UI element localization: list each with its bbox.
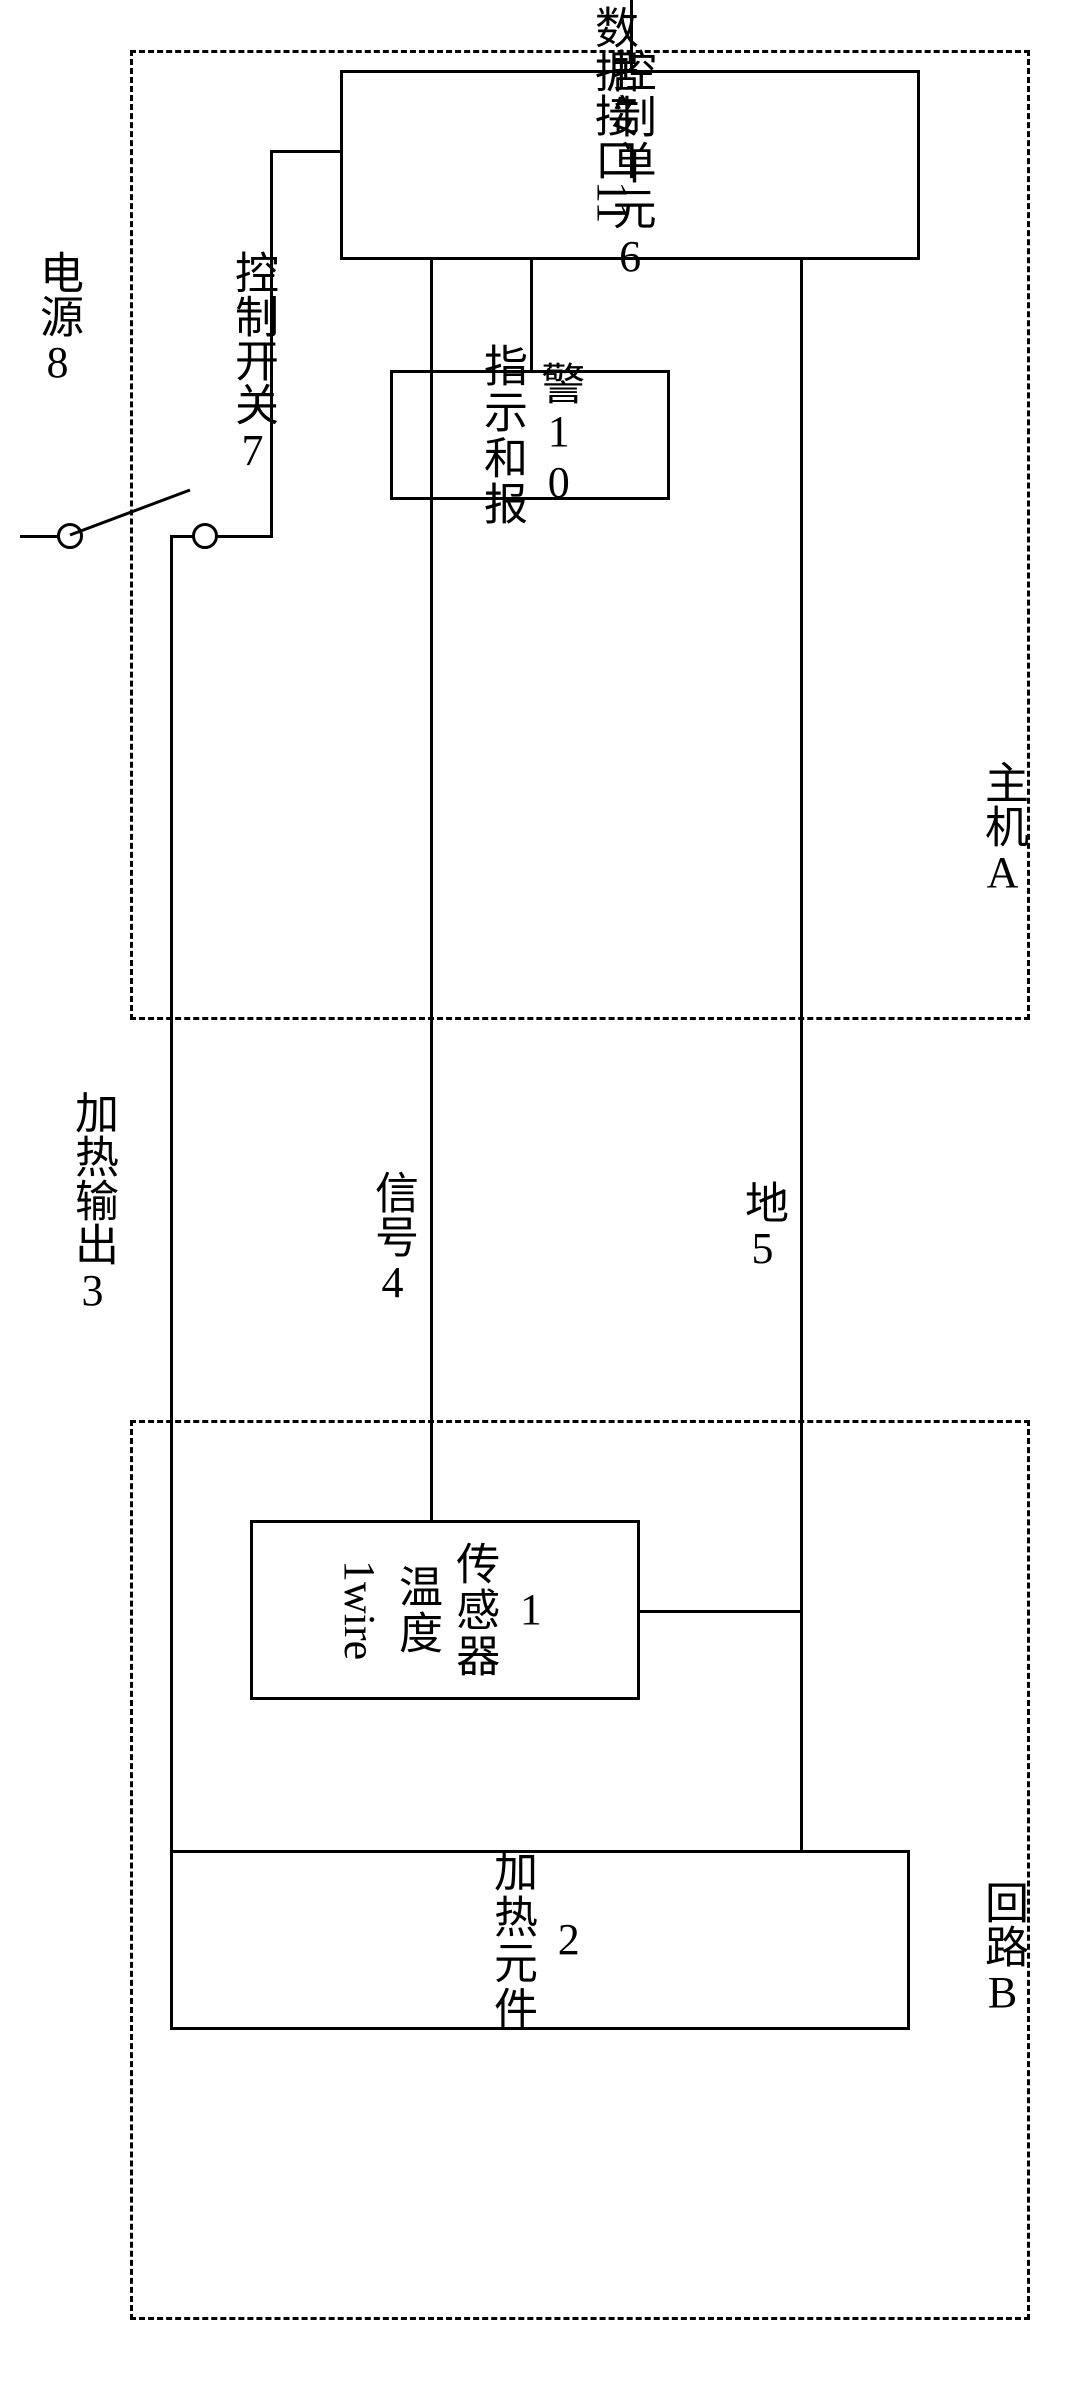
label-signal: 信号4 — [360, 1170, 424, 1307]
wire-alarm — [530, 260, 533, 370]
wire-heat-out-h1 — [170, 535, 195, 538]
wire-gnd-to-sensor — [640, 1610, 803, 1613]
block-sensor: 1wire 温度 传感器 1 — [250, 1520, 640, 1700]
label-power: 电源8 — [25, 250, 89, 387]
label-alarm-2: 警10 — [530, 343, 587, 527]
label-heat-out: 加热输出3 — [60, 1090, 124, 1315]
label-sensor-4: 1 — [502, 1541, 559, 1679]
wire-power — [20, 535, 60, 538]
label-alarm-1: 指示和报 — [473, 343, 530, 527]
switch-blade — [50, 470, 210, 550]
wire-signal — [430, 260, 433, 1520]
label-data-port: 数据接口11 — [580, 5, 644, 223]
wire-ctrl-to-switch-h2 — [218, 535, 273, 538]
label-host-a: 主机A — [970, 760, 1034, 897]
label-loop-b: 回路B — [970, 1880, 1034, 2017]
wire-heat-out-v — [170, 535, 173, 1850]
label-switch: 控制开关7 — [220, 250, 284, 475]
label-sensor-2: 温度 — [388, 1541, 445, 1679]
label-heater-1: 加热元件 — [483, 1848, 540, 2032]
label-sensor-3: 传感器 — [445, 1541, 502, 1679]
wire-ctrl-to-switch-h — [270, 150, 340, 153]
label-heater-2: 2 — [540, 1848, 597, 2032]
block-heater: 加热元件 2 — [170, 1850, 910, 2030]
block-diagram: 主机A 回路B 控制单元6 指示和报 警10 1wire 温度 传感器 1 加热… — [70, 50, 1030, 2330]
label-sensor-1: 1wire — [331, 1541, 388, 1679]
label-ground: 地5 — [730, 1180, 794, 1273]
